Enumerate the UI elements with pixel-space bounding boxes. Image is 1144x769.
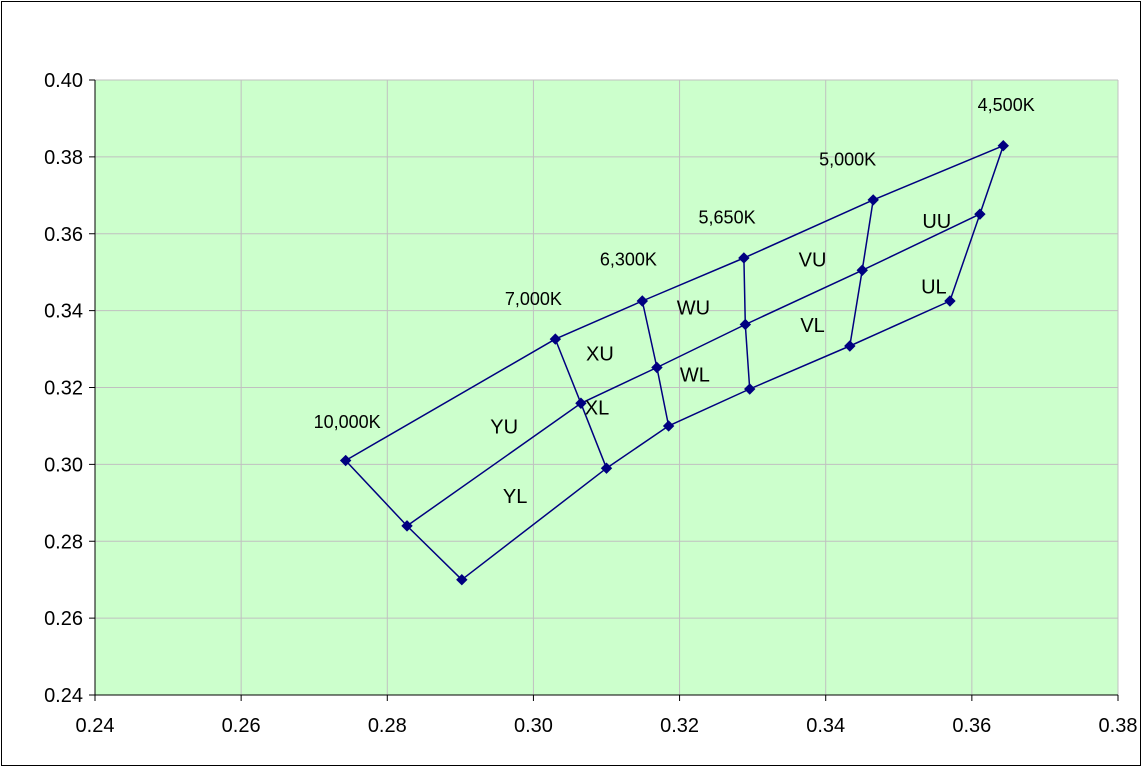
region-label: UU bbox=[922, 211, 951, 233]
region-label: XU bbox=[586, 344, 614, 366]
data-point bbox=[339, 454, 352, 467]
region-label: WU bbox=[677, 297, 710, 319]
data-point bbox=[575, 397, 587, 409]
data-point bbox=[636, 295, 649, 307]
cct-label: 4,500K bbox=[978, 95, 1035, 115]
y-tick-label: 0.38 bbox=[44, 147, 83, 169]
x-tick-label: 0.38 bbox=[1099, 715, 1138, 737]
data-point bbox=[739, 318, 752, 331]
region-label: YL bbox=[503, 486, 527, 508]
data-point bbox=[844, 340, 856, 352]
data-point bbox=[738, 252, 750, 264]
region-label: VL bbox=[800, 315, 824, 337]
series-line bbox=[461, 300, 951, 581]
data-point bbox=[744, 383, 756, 395]
series-line bbox=[406, 213, 981, 527]
x-tick-label: 0.28 bbox=[368, 715, 407, 737]
data-point bbox=[856, 264, 868, 276]
data-point bbox=[867, 194, 879, 206]
data-point bbox=[997, 140, 1009, 152]
data-point bbox=[974, 208, 986, 220]
y-tick-label: 0.26 bbox=[44, 608, 83, 630]
region-label: XL bbox=[585, 397, 609, 419]
region-label: VU bbox=[799, 249, 827, 271]
data-point bbox=[662, 420, 675, 432]
region-label: UL bbox=[921, 276, 947, 298]
region-label: WL bbox=[680, 365, 710, 387]
data-point bbox=[944, 295, 956, 307]
x-tick-label: 0.36 bbox=[952, 715, 991, 737]
y-tick-label: 0.34 bbox=[44, 301, 83, 323]
cct-label: 6,300K bbox=[600, 250, 657, 270]
cct-label: 7,000K bbox=[505, 289, 562, 309]
region-label: YU bbox=[490, 417, 518, 439]
y-tick-label: 0.36 bbox=[44, 224, 83, 246]
data-point bbox=[401, 520, 413, 532]
x-tick-label: 0.30 bbox=[514, 715, 553, 737]
x-tick-label: 0.34 bbox=[806, 715, 845, 737]
y-tick-label: 0.40 bbox=[44, 70, 83, 92]
data-point bbox=[456, 573, 468, 586]
data-point bbox=[651, 361, 663, 374]
x-tick-label: 0.26 bbox=[222, 715, 261, 737]
y-tick-label: 0.24 bbox=[44, 685, 83, 707]
y-tick-label: 0.30 bbox=[44, 454, 83, 476]
x-tick-label: 0.24 bbox=[76, 715, 115, 737]
series-line bbox=[345, 145, 1004, 462]
data-point bbox=[600, 462, 613, 474]
y-tick-label: 0.32 bbox=[44, 378, 83, 400]
y-tick-label: 0.28 bbox=[44, 531, 83, 553]
cct-label: 5,650K bbox=[699, 207, 756, 227]
x-tick-label: 0.32 bbox=[660, 715, 699, 737]
cct-label: 5,000K bbox=[819, 149, 876, 169]
data-point bbox=[549, 333, 562, 345]
cct-label: 10,000K bbox=[314, 412, 381, 432]
